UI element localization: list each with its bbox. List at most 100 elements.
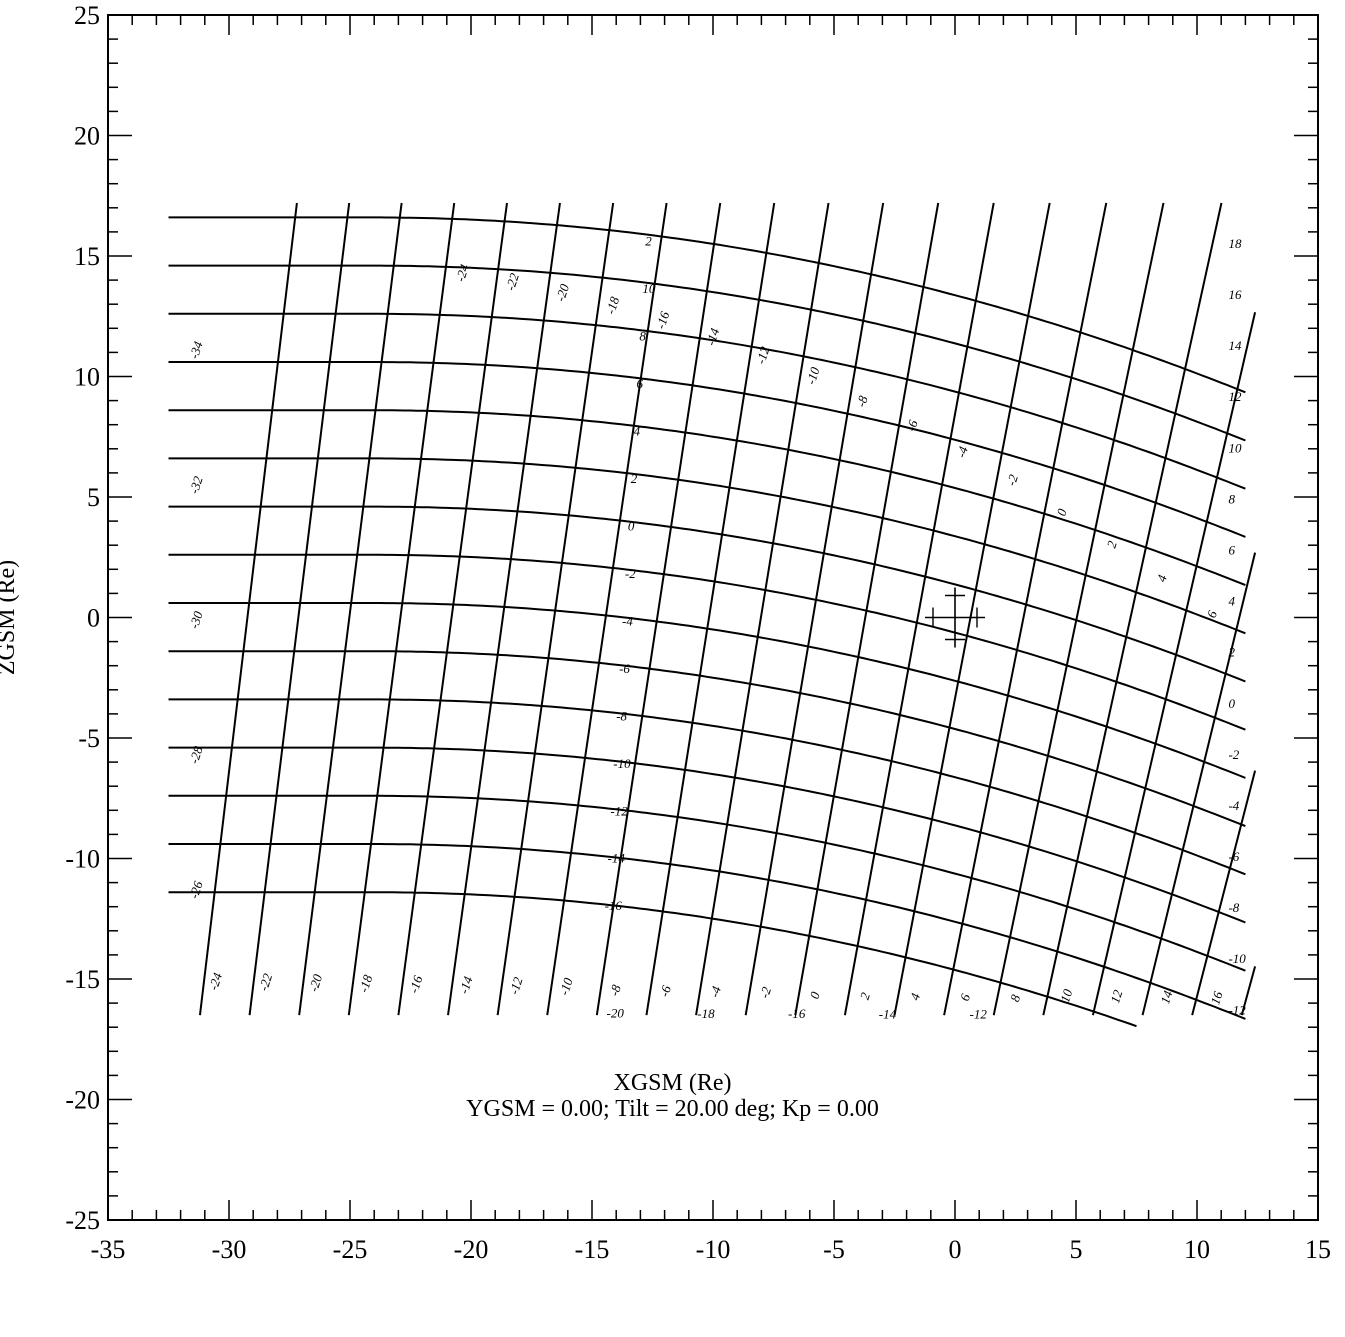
grid-label-bottom-row: -20 bbox=[607, 1006, 625, 1021]
x-tick-label: -30 bbox=[212, 1235, 247, 1264]
x-tick-label: -35 bbox=[91, 1235, 126, 1264]
grid-label-mid: -8 bbox=[616, 708, 627, 723]
grid-label-mid: 4 bbox=[634, 423, 641, 438]
y-tick-label: 0 bbox=[87, 604, 100, 633]
x-tick-label: -5 bbox=[823, 1235, 845, 1264]
grid-label-right: 8 bbox=[1228, 491, 1235, 506]
grid-label-top: 4 bbox=[1154, 572, 1170, 583]
field-line-slanted bbox=[794, 202, 940, 1016]
grid-label-right: 12 bbox=[1228, 389, 1242, 404]
field-line-horizontal bbox=[168, 650, 1246, 828]
grid-label-mid: 0 bbox=[628, 518, 635, 533]
grid-label-right: 2 bbox=[1228, 645, 1235, 660]
grid-label-right: 10 bbox=[1228, 440, 1242, 455]
grid-label-bottom: 16 bbox=[1207, 989, 1225, 1006]
y-tick-label: -25 bbox=[65, 1206, 100, 1235]
grid-label-right: 18 bbox=[1228, 236, 1242, 251]
grid-label-bottom: 14 bbox=[1157, 988, 1175, 1005]
grid-label-left: -28 bbox=[186, 744, 206, 766]
grid-label-bottom-row: -14 bbox=[879, 1006, 897, 1021]
grid-label-left: -26 bbox=[186, 879, 206, 901]
grid-label-top: -20 bbox=[553, 282, 573, 304]
plot-frame bbox=[107, 14, 1319, 1221]
grid-label-bottom: -8 bbox=[606, 982, 624, 997]
y-tick-label: 10 bbox=[74, 363, 100, 392]
field-line-horizontal bbox=[168, 409, 1246, 587]
grid-label-right: -4 bbox=[1228, 798, 1239, 813]
grid-label-bottom: -18 bbox=[356, 973, 376, 995]
chart-caption: YGSM = 0.00; Tilt = 20.00 deg; Kp = 0.00 bbox=[466, 1096, 879, 1122]
y-tick-label: 20 bbox=[74, 122, 100, 151]
grid-label-mid: 2 bbox=[631, 471, 638, 486]
grid-label-right: -8 bbox=[1228, 900, 1239, 915]
grid-label-bottom: -2 bbox=[757, 985, 775, 1000]
field-line-horizontal bbox=[168, 891, 1137, 1028]
field-line-slanted bbox=[744, 202, 885, 1016]
grid-label-bottom: 0 bbox=[807, 989, 823, 1000]
grid-label-right: 4 bbox=[1228, 594, 1235, 609]
grid-label-right: 6 bbox=[1228, 543, 1235, 558]
grid-label-mid: -16 bbox=[605, 898, 623, 913]
y-axis-title: ZGSM (Re) bbox=[0, 560, 20, 675]
grid-label-top: -4 bbox=[953, 444, 971, 459]
grid-label-top: 0 bbox=[1053, 506, 1069, 517]
grid-label-mid: -12 bbox=[610, 803, 628, 818]
field-line-slanted bbox=[496, 202, 615, 1016]
x-axis-title: XGSM (Re) bbox=[613, 1070, 732, 1096]
field-line-slanted bbox=[298, 202, 403, 1016]
grid-label-bottom: -22 bbox=[256, 971, 276, 993]
field-line-slanted bbox=[1240, 966, 1257, 1016]
field-line-slanted bbox=[198, 202, 298, 1016]
field-line-slanted bbox=[347, 202, 456, 1016]
y-tick-label: -15 bbox=[65, 965, 100, 994]
grid-label-top: -16 bbox=[653, 309, 673, 331]
grid-label-bottom: 4 bbox=[907, 991, 923, 1002]
grid-label-mid: 6 bbox=[637, 376, 644, 391]
grid-label-top: -12 bbox=[753, 344, 773, 366]
field-line-horizontal bbox=[168, 361, 1246, 538]
grid-label-right: 0 bbox=[1228, 696, 1235, 711]
x-tick-label: -25 bbox=[333, 1235, 368, 1264]
grid-label-bottom: 6 bbox=[957, 992, 973, 1003]
field-line-slanted bbox=[546, 202, 668, 1016]
grid-label-bottom: -12 bbox=[506, 975, 526, 997]
field-line-slanted bbox=[397, 202, 508, 1016]
grid-label-left: -30 bbox=[186, 609, 206, 631]
grid-label-mid: 8 bbox=[639, 328, 646, 343]
grid-label-top: -6 bbox=[903, 418, 921, 433]
field-line-slanted bbox=[992, 202, 1165, 1016]
y-tick-label: -5 bbox=[78, 724, 100, 753]
grid-label-mid: -10 bbox=[613, 756, 631, 771]
y-tick-label: 25 bbox=[74, 1, 100, 30]
grid-label-top: -8 bbox=[853, 393, 871, 408]
grid-label-mid: 10 bbox=[642, 281, 656, 296]
field-line-slanted bbox=[695, 202, 830, 1016]
grid-label-left: -34 bbox=[186, 339, 206, 361]
x-tick-label: -15 bbox=[575, 1235, 610, 1264]
grid-label-top: -22 bbox=[502, 271, 522, 293]
grid-label-right: -2 bbox=[1228, 747, 1239, 762]
grid-label-top: -2 bbox=[1003, 472, 1021, 487]
grid-label-top: 2 bbox=[1104, 538, 1120, 549]
y-tick-label: -20 bbox=[65, 1086, 100, 1115]
grid-label-bottom: -4 bbox=[706, 984, 724, 999]
x-tick-label: 10 bbox=[1184, 1235, 1210, 1264]
field-line-horizontal bbox=[168, 746, 1246, 924]
y-tick-label: 15 bbox=[74, 242, 100, 271]
grid-label-right: 14 bbox=[1228, 338, 1242, 353]
field-line-horizontal bbox=[168, 505, 1246, 683]
grid-label-top: -18 bbox=[603, 294, 623, 316]
x-tick-label: 5 bbox=[1070, 1235, 1083, 1264]
field-line-slanted bbox=[595, 202, 722, 1016]
y-tick-label: 5 bbox=[87, 483, 100, 512]
field-line-slanted bbox=[893, 202, 1051, 1016]
grid-label-mid: -2 bbox=[625, 566, 636, 581]
field-line-horizontal bbox=[168, 312, 1246, 490]
grid-label-right: -6 bbox=[1228, 849, 1239, 864]
grid-label-right: -12 bbox=[1228, 1002, 1246, 1017]
field-line-slanted bbox=[447, 202, 561, 1016]
field-line-slanted bbox=[843, 202, 995, 1016]
grid-label-mid: -4 bbox=[622, 613, 633, 628]
field-line-horizontal bbox=[168, 698, 1246, 876]
